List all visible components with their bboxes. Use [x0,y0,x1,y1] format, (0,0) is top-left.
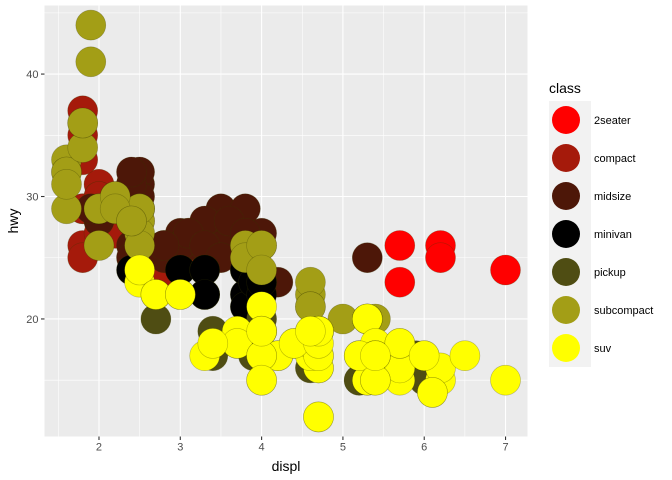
x-tick-label: 5 [340,442,346,454]
legend-label-minivan: minivan [594,229,632,241]
y-tick-labels: 20 30 40 [26,69,38,326]
point-2seater [490,254,521,286]
point-subcompact [246,254,277,286]
point-2seater [384,266,416,298]
point-subcompact [51,169,82,200]
legend-key-2seater [552,106,580,134]
legend-key-pickup [552,258,580,286]
legend-key-midsize [552,182,580,210]
legend-title: class [549,80,581,96]
legend-key-suv [552,334,580,362]
point-suv [408,340,440,372]
legend: class 2seater compact midsize minivan pickup… [549,80,653,367]
point-suv [384,328,416,359]
point-midsize [351,242,383,274]
x-tick-labels: 2 3 4 5 6 7 [96,442,509,454]
legend-label-2seater: 2seater [594,115,631,127]
point-suv [295,315,326,347]
point-suv [490,364,521,396]
y-tick-label: 20 [26,314,38,326]
point-suv [449,340,481,372]
x-tick-label: 7 [502,442,508,454]
point-suv [197,328,229,359]
x-tick-label: 3 [177,442,183,454]
y-tick-label: 30 [26,192,38,204]
x-tick-label: 4 [259,442,265,454]
point-suv [124,254,155,286]
y-tick-label: 40 [26,69,38,81]
point-subcompact [67,107,98,139]
point-2seater [384,230,416,261]
point-suv [417,377,448,408]
point-suv [246,364,277,396]
legend-label-pickup: pickup [594,267,626,279]
x-tick-label: 2 [96,442,102,454]
legend-label-compact: compact [594,153,636,165]
data-points [51,9,521,433]
point-2seater [425,242,456,274]
point-subcompact [75,9,107,41]
point-suv [165,279,196,310]
point-suv [246,315,277,347]
point-subcompact [116,205,147,237]
legend-label-suv: suv [594,343,612,355]
legend-key-subcompact [552,296,580,324]
legend-label-subcompact: subcompact [594,305,653,317]
x-axis-title: displ [272,458,301,474]
x-tick-label: 6 [421,442,427,454]
legend-key-minivan [552,220,580,248]
legend-items: 2seater compact midsize minivan pickup subcom… [552,106,653,362]
legend-key-compact [552,144,580,172]
y-axis-title: hwy [5,209,21,234]
point-subcompact [75,46,107,78]
point-midsize [116,156,147,188]
point-suv [303,401,334,433]
point-subcompact [83,230,115,261]
point-suv [360,340,391,372]
axis-ticks [41,73,507,440]
legend-label-midsize: midsize [594,191,631,203]
